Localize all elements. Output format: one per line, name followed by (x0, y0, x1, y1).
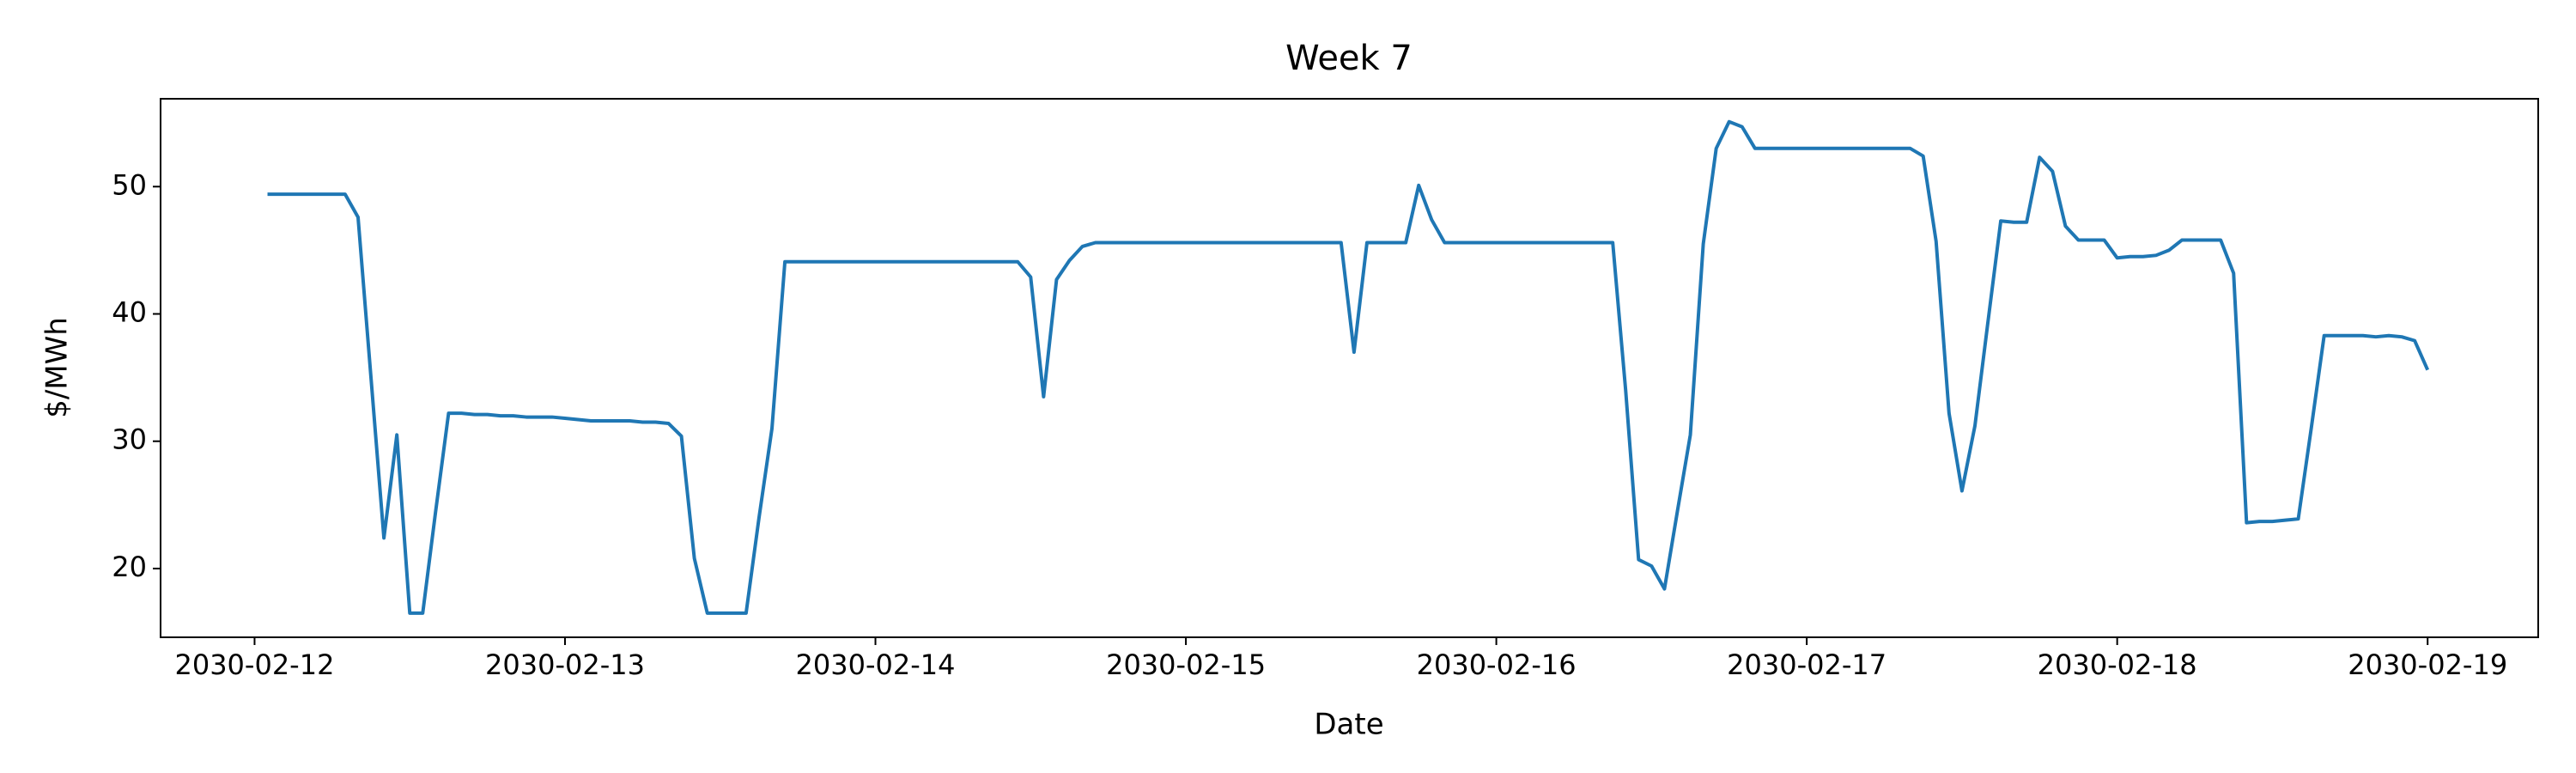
x-tick-label: 2030-02-19 (2348, 648, 2507, 681)
x-tick-label: 2030-02-15 (1106, 648, 1266, 681)
chart-title: Week 7 (1285, 39, 1413, 78)
y-tick-label: 30 (112, 423, 147, 456)
x-tick-label: 2030-02-13 (485, 648, 645, 681)
plot-frame (160, 98, 2539, 638)
x-tick-label: 2030-02-12 (174, 648, 334, 681)
x-tick-label: 2030-02-18 (2038, 648, 2197, 681)
x-tick-label: 2030-02-14 (796, 648, 956, 681)
x-tick-label: 2030-02-16 (1417, 648, 1577, 681)
x-axis-label: Date (1314, 708, 1383, 742)
y-tick-label: 20 (112, 551, 147, 583)
y-axis-label: $/MWh (40, 317, 75, 418)
y-tick-label: 40 (112, 296, 147, 329)
x-tick-label: 2030-02-17 (1727, 648, 1886, 681)
y-tick-label: 50 (112, 168, 147, 201)
data-line (267, 119, 2430, 615)
